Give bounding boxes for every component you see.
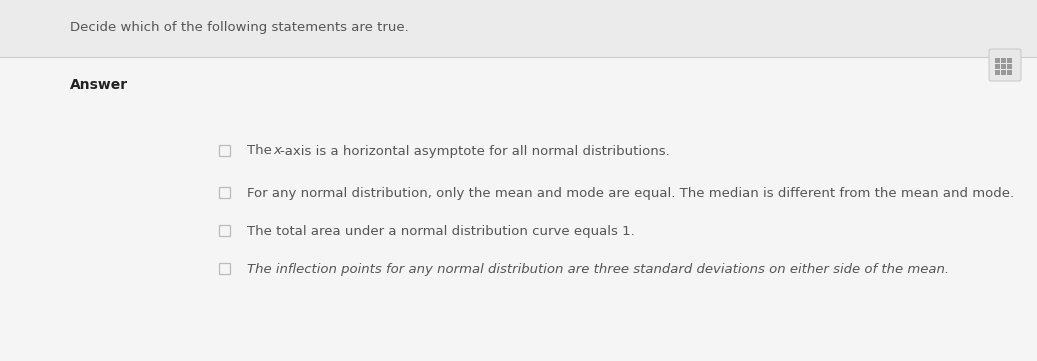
Bar [1007, 64, 1012, 69]
Text: -axis is a horizontal asymptote for all normal distributions.: -axis is a horizontal asymptote for all … [280, 144, 670, 157]
Bar [994, 64, 1000, 69]
Bar [1007, 70, 1012, 75]
Bar [1001, 64, 1006, 69]
Bar [1001, 58, 1006, 63]
Bar [1007, 58, 1012, 63]
Bar [994, 58, 1000, 63]
Text: For any normal distribution, only the mean and mode are equal. The median is dif: For any normal distribution, only the me… [247, 187, 1014, 200]
Text: x: x [273, 144, 281, 157]
Text: Decide which of the following statements are true.: Decide which of the following statements… [71, 22, 409, 35]
Text: Answer: Answer [71, 78, 129, 92]
Text: The: The [247, 144, 276, 157]
Bar [0, 0, 1037, 57]
Bar [1001, 70, 1006, 75]
Text: The total area under a normal distribution curve equals 1.: The total area under a normal distributi… [247, 225, 635, 238]
FancyBboxPatch shape [989, 49, 1021, 81]
Text: The inflection points for any normal distribution are three standard deviations : The inflection points for any normal dis… [247, 262, 949, 275]
Bar [994, 70, 1000, 75]
